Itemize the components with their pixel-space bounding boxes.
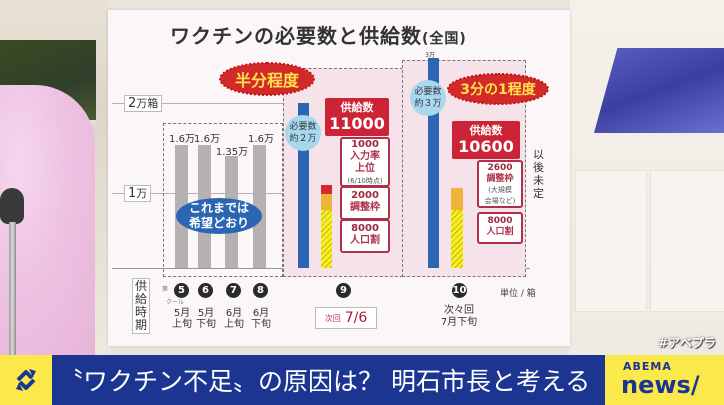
after-undecided-label: 以後未定 — [533, 148, 544, 200]
bar-label-round-6: 1.6万 — [194, 134, 220, 145]
studio-screen — [594, 48, 724, 133]
round9-badge: 半分程度 — [219, 62, 315, 96]
round-suffix: クール — [166, 299, 185, 306]
supply-period-label: 供給時期 — [132, 278, 150, 334]
period-round-10: 次々回 7月下旬 — [436, 305, 482, 329]
studio-wall-panel — [650, 170, 724, 312]
detail-note: (6/10時点) — [347, 177, 383, 185]
hashtag-label: #アベプラ — [658, 336, 716, 350]
next-round-box: 次回 7/6 — [315, 307, 377, 329]
period-part: 下旬 — [251, 319, 271, 330]
detail-label: 入力率 — [350, 151, 380, 162]
detail-label: 調整枠 — [350, 202, 380, 213]
period-month: 5月 — [197, 308, 215, 319]
brand-top: ABEMA — [623, 360, 672, 373]
bar-label-round-8: 1.6万 — [248, 134, 274, 145]
round10-supply-box: 供給数 10600 — [452, 121, 520, 159]
detail-num: 2000 — [351, 190, 379, 201]
supply-label: 供給数 — [469, 124, 503, 137]
round9-top-rate-segment — [321, 185, 332, 194]
round9-detail-adjust: 2000 調整枠 — [340, 186, 390, 220]
detail-label: 調整枠 — [486, 174, 514, 184]
detail-num: 2600 — [487, 163, 513, 173]
supply-label: 供給数 — [340, 101, 374, 114]
detail-label: 上位 — [355, 163, 375, 174]
period-round-5: 5月 上旬 — [170, 308, 194, 330]
round-6-badge: 6 — [198, 283, 213, 298]
past-bubble-line2: 希望どおり — [188, 216, 249, 230]
supply-value: 10600 — [458, 137, 514, 156]
period-round-7: 6月 上旬 — [222, 308, 246, 330]
required-label: 必要数 — [289, 122, 317, 132]
round10-required-bar — [428, 58, 439, 268]
detail-label: 人口割 — [350, 235, 380, 246]
round10-detail-population: 8000 人口割 — [477, 212, 523, 244]
bar-label-round-5: 1.6万 — [169, 134, 195, 145]
microphone-stand — [9, 222, 16, 355]
refresh-icon-container — [0, 355, 52, 405]
microphone-icon — [0, 188, 24, 224]
period-round-8: 6月 下旬 — [249, 308, 273, 330]
round9-required-bubble: 必要数 約２万 — [285, 115, 321, 151]
required-value: 約３万 — [414, 99, 442, 109]
round-9-badge: 9 — [336, 283, 351, 298]
news-ticker: 〝ワクチン不足〟の原因は？ 明石市長と考える ABEMA news/ — [0, 355, 724, 405]
y-label-10000: 1万 — [124, 185, 152, 202]
chart-title: ワクチンの必要数と供給数(全国) — [170, 20, 467, 49]
detail-label: 人口割 — [486, 227, 514, 237]
refresh-icon — [16, 369, 36, 391]
period-part: 上旬 — [224, 319, 244, 330]
studio-wall-panel — [575, 170, 647, 312]
period-part: 7月下旬 — [440, 317, 478, 328]
chart-title-sub: (全国) — [422, 31, 467, 47]
past-rounds-box — [163, 123, 283, 277]
past-bubble-line1: これまでは — [188, 201, 249, 215]
past-bubble: これまでは 希望どおり — [176, 198, 262, 234]
round-8-badge: 8 — [253, 283, 268, 298]
abema-news-logo: ABEMA news/ — [605, 355, 724, 405]
round-5-badge: 5 — [174, 283, 189, 298]
period-month: 6月 — [252, 308, 270, 319]
round10-detail-adjust: 2600 調整枠 (大規模 会場など) — [477, 160, 523, 208]
next-date: 7/6 — [344, 310, 368, 326]
supply-value: 11000 — [329, 114, 385, 133]
detail-note: (大規模 — [488, 186, 512, 194]
bar-label-round-7: 1.35万 — [215, 147, 249, 158]
detail-note: 会場など) — [484, 197, 516, 205]
round-10-badge: 10 — [452, 283, 467, 298]
round9-population-segment — [321, 210, 332, 268]
headline-text: 〝ワクチン不足〟の原因は？ 明石市長と考える — [52, 355, 605, 405]
unit-label: 単位 / 箱 — [500, 289, 536, 299]
round9-detail-top-rate: 1000 入力率 上位 (6/10時点) — [340, 137, 390, 187]
round10-top-label: 3万 — [425, 52, 435, 59]
round-prefix: 第 — [162, 286, 169, 293]
round10-required-bubble: 必要数 約３万 — [410, 80, 446, 116]
detail-num: 8000 — [351, 223, 379, 234]
period-month: 6月 — [225, 308, 243, 319]
round9-supply-box: 供給数 11000 — [325, 98, 389, 136]
round10-badge: 3分の1程度 — [447, 73, 549, 105]
round10-adjust-segment — [451, 188, 463, 210]
period-part: 下旬 — [196, 319, 216, 330]
next-label: 次回 — [324, 313, 341, 323]
round9-adjust-segment — [321, 194, 332, 210]
period-part: 上旬 — [172, 319, 192, 330]
round9-detail-population: 8000 人口割 — [340, 219, 390, 253]
required-value: 約２万 — [289, 134, 317, 144]
detail-num: 8000 — [487, 216, 513, 226]
round10-population-segment — [451, 210, 463, 268]
period-round-6: 5月 下旬 — [194, 308, 218, 330]
round-7-badge: 7 — [226, 283, 241, 298]
required-label: 必要数 — [414, 87, 442, 97]
round9-required-bar — [298, 103, 309, 268]
brand-bottom: news/ — [621, 371, 700, 399]
detail-num: 1000 — [351, 139, 379, 150]
period-label: 次々回 — [444, 305, 474, 316]
period-month: 5月 — [173, 308, 191, 319]
bar-round-8 — [253, 145, 266, 268]
y-label-20000: 2万箱 — [124, 95, 163, 112]
chart-title-main: ワクチンの必要数と供給数 — [170, 24, 422, 48]
